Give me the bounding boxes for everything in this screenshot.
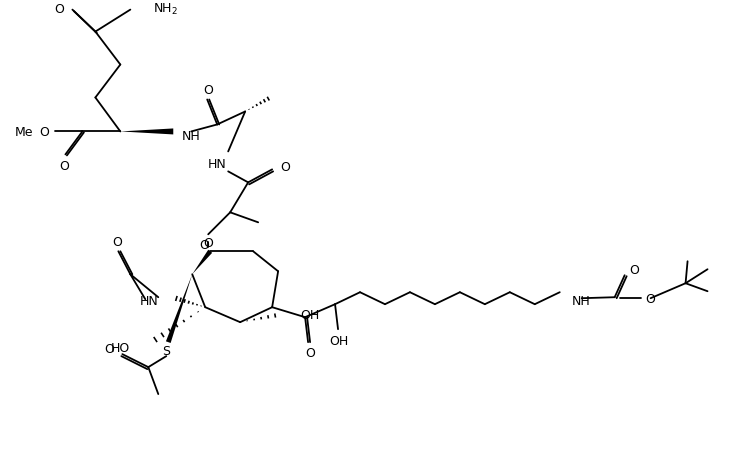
Text: O: O [60,160,69,173]
Text: HO: HO [111,341,131,354]
Polygon shape [120,129,173,135]
Text: O: O [630,263,640,276]
Text: O: O [280,161,290,174]
Polygon shape [192,250,213,275]
Text: NH: NH [182,129,200,143]
Text: O: O [203,84,213,97]
Text: O: O [203,236,213,249]
Text: O: O [199,238,209,251]
Text: OH: OH [300,308,320,321]
Text: HN: HN [139,294,158,307]
Polygon shape [166,275,192,343]
Text: O: O [55,3,64,16]
Text: O: O [105,342,114,355]
Text: OH: OH [329,334,348,347]
Text: Me: Me [15,126,33,138]
Text: O: O [646,292,655,305]
Text: NH$_2$: NH$_2$ [154,2,179,17]
Text: S: S [162,344,170,357]
Text: O: O [112,235,123,248]
Text: O: O [305,346,315,359]
Text: O: O [40,126,49,138]
Text: HN: HN [207,157,226,170]
Text: NH: NH [572,294,590,307]
